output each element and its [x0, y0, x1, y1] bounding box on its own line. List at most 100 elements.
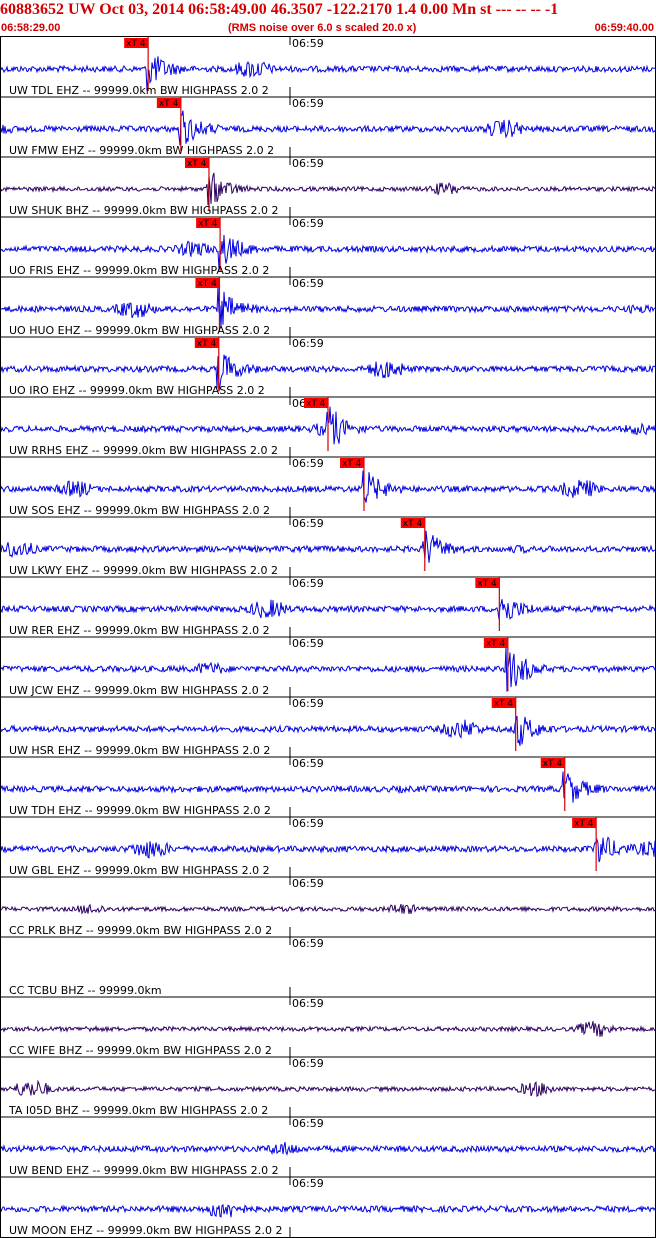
station-label: CC PRLK BHZ -- 99999.0km BW HIGHPASS 2.0…: [9, 924, 272, 937]
trace-row: 06:59 CC PRLK BHZ -- 99999.0km BW HIGHPAS…: [1, 876, 655, 937]
pick-label: xT 4: [187, 159, 207, 169]
waveform: [1, 715, 655, 746]
pick-box: [195, 278, 220, 288]
pick-label: xT 4: [197, 279, 217, 289]
pick-label: xT 4: [486, 639, 506, 649]
waveform: [1, 599, 655, 620]
pick-box: [483, 638, 508, 648]
station-label: UW BEND EHZ -- 99999.0km BW HIGHPASS 2.0…: [9, 1164, 279, 1177]
plot-header: 60883652 UW Oct 03, 2014 06:58:49.00 46.…: [0, 0, 656, 36]
station-label: UW LKWY EHZ -- 99999.0km BW HIGHPASS 2.0…: [9, 564, 278, 577]
waveform: [1, 1021, 655, 1037]
station-label: UW TDH EHZ -- 99999.0km BW HIGHPASS 2.0 …: [9, 804, 271, 817]
trace-row: 06:59 xT 4 UO HUO EHZ -- 99999.0km BW HIGH…: [1, 276, 655, 337]
pick-box: [184, 158, 209, 168]
waveform: [1, 56, 655, 91]
station-label: UW MOON EHZ -- 99999.0km BW HIGHPASS 2.0…: [9, 1224, 282, 1237]
station-label: UW RER EHZ -- 99999.0km BW HIGHPASS 2.0 …: [9, 624, 270, 637]
minute-label: 06:59: [292, 277, 324, 290]
trace-row: 06:59 xT 4 UW TDH EHZ -- 99999.0km BW HIGH…: [1, 756, 655, 817]
station-label: TA I05D BHZ -- 99999.0km BW HIGHPASS 2.0…: [8, 1104, 268, 1117]
waveform: [1, 286, 655, 328]
minute-label: 06:59: [292, 757, 324, 770]
pick-box: [196, 218, 221, 228]
waveform: [1, 110, 655, 146]
waveform: [1, 470, 655, 503]
station-label: UW SHUK BHZ -- 99999.0km BW HIGHPASS 2.0…: [9, 204, 279, 217]
trace-row: 06:59 xT 4 UW GBL EHZ -- 99999.0km BW HIGH…: [1, 816, 655, 877]
pick-label: xT 4: [494, 699, 514, 709]
minute-label: 06:59: [292, 97, 324, 110]
pick-label: xT 4: [477, 579, 497, 589]
pick-box: [156, 98, 181, 108]
trace-row: 06:59 xT 4 UO IRO EHZ -- 99999.0km BW HIGH…: [1, 336, 655, 397]
station-label: UW RRHS EHZ -- 99999.0km BW HIGHPASS 2.0…: [9, 444, 278, 457]
station-label: UW TDL EHZ -- 99999.0km BW HIGHPASS 2.0 …: [9, 84, 269, 97]
waveform: [1, 234, 655, 270]
pick-label: xT 4: [198, 219, 218, 229]
trace-row: 06:59 xT 4 UW JCW EHZ -- 99999.0km BW HIGH…: [1, 636, 655, 697]
trace-row: 06:59 xT 4 UW LKWY EHZ -- 99999.0km BW HIG…: [1, 516, 655, 577]
station-label: UO FRIS EHZ -- 99999.0km BW HIGHPASS 2.0…: [9, 264, 269, 277]
event-title: 60883652 UW Oct 03, 2014 06:58:49.00 46.…: [0, 1, 559, 18]
station-label: UW JCW EHZ -- 99999.0km BW HIGHPASS 2.0 …: [9, 684, 269, 697]
trace-row: 06:59 xT 4 UW RER EHZ -- 99999.0km BW HIGH…: [1, 576, 655, 637]
station-label: UW HSR EHZ -- 99999.0km BW HIGHPASS 2.0 …: [9, 744, 270, 757]
minute-label: 06:59: [292, 457, 324, 470]
waveform: [1, 836, 655, 863]
waveform: [1, 646, 655, 692]
pick-box: [304, 398, 328, 408]
waveform: [1, 1079, 655, 1098]
minute-label: 06:59: [292, 577, 324, 590]
start-time: 06:58:29.00: [1, 22, 61, 34]
pick-box: [572, 818, 597, 828]
pick-box: [491, 698, 516, 708]
pick-box: [475, 578, 500, 588]
waveform: [1, 530, 655, 563]
pick-label: xT 4: [342, 459, 362, 469]
station-label: UW GBL EHZ -- 99999.0km BW HIGHPASS 2.0 …: [9, 864, 270, 877]
trace-row: 06:59 UW BEND EHZ -- 99999.0km BW HIGHPAS…: [1, 1116, 655, 1177]
minute-label: 06:59: [292, 937, 324, 950]
station-label: UO HUO EHZ -- 99999.0km BW HIGHPASS 2.0 …: [9, 324, 270, 337]
minute-label: 06:59: [292, 697, 324, 710]
minute-label: 06:59: [292, 1177, 324, 1190]
minute-label: 06:59: [292, 997, 324, 1010]
minute-label: 06:59: [292, 817, 324, 830]
station-label: CC TCBU BHZ -- 99999.0km: [9, 984, 162, 997]
waveform: [1, 1141, 655, 1156]
trace-row: 06:59 CC WIFE BHZ -- 99999.0km BW HIGHPAS…: [1, 996, 655, 1057]
trace-row: 06:59 xT 4 UW FMW EHZ -- 99999.0km BW HIGH…: [1, 96, 655, 157]
minute-label: 06:59: [292, 877, 324, 890]
trace-row: 06:59 xT 4 UO FRIS EHZ -- 99999.0km BW HIG…: [1, 216, 655, 277]
waveform: [1, 1204, 655, 1218]
pick-label: xT 4: [126, 39, 146, 49]
trace-row: 06:59 xT 4 UW HSR EHZ -- 99999.0km BW HIGH…: [1, 696, 655, 757]
pick-box: [400, 518, 425, 528]
pick-label: xT 4: [306, 399, 326, 409]
pick-label: xT 4: [159, 99, 179, 109]
station-label: UO IRO EHZ -- 99999.0km BW HIGHPASS 2.0 …: [9, 384, 265, 397]
minute-label: 06:59: [292, 637, 324, 650]
minute-label: 06:59: [292, 1117, 324, 1130]
trace-row: 06:59 xT 4 UW SOS EHZ -- 99999.0km BW HIGH…: [1, 456, 655, 517]
trace-row: 06:59 xT 4 UW SHUK BHZ -- 99999.0km BW HIG…: [1, 156, 655, 217]
minute-label: 06:59: [292, 157, 324, 170]
trace-row: 06:59 TA I05D BHZ -- 99999.0km BW HIGHPAS…: [1, 1056, 655, 1117]
pick-label: xT 4: [197, 339, 217, 349]
pick-box: [339, 458, 364, 468]
minute-label: 06:59: [292, 217, 324, 230]
trace-row: 06:59 UW MOON EHZ -- 99999.0km BW HIGHPAS…: [1, 1176, 655, 1237]
pick-label: xT 4: [574, 819, 594, 829]
trace-stack: 06:59 xT 4 UW TDL EHZ -- 99999.0km BW HIGH…: [1, 37, 655, 1237]
waveform: [1, 771, 655, 803]
waveform: [1, 172, 655, 206]
minute-label: 06:59: [292, 1057, 324, 1070]
station-label: UW FMW EHZ -- 99999.0km BW HIGHPASS 2.0 …: [9, 144, 274, 157]
trace-row: 06:59 CC TCBU BHZ -- 99999.0km: [1, 936, 655, 997]
minute-label: 06:59: [292, 517, 324, 530]
waveform: [1, 903, 655, 915]
pick-label: xT 4: [543, 759, 563, 769]
seismogram-panel: 06:59 xT 4 UW TDL EHZ -- 99999.0km BW HIGH…: [0, 36, 656, 1238]
